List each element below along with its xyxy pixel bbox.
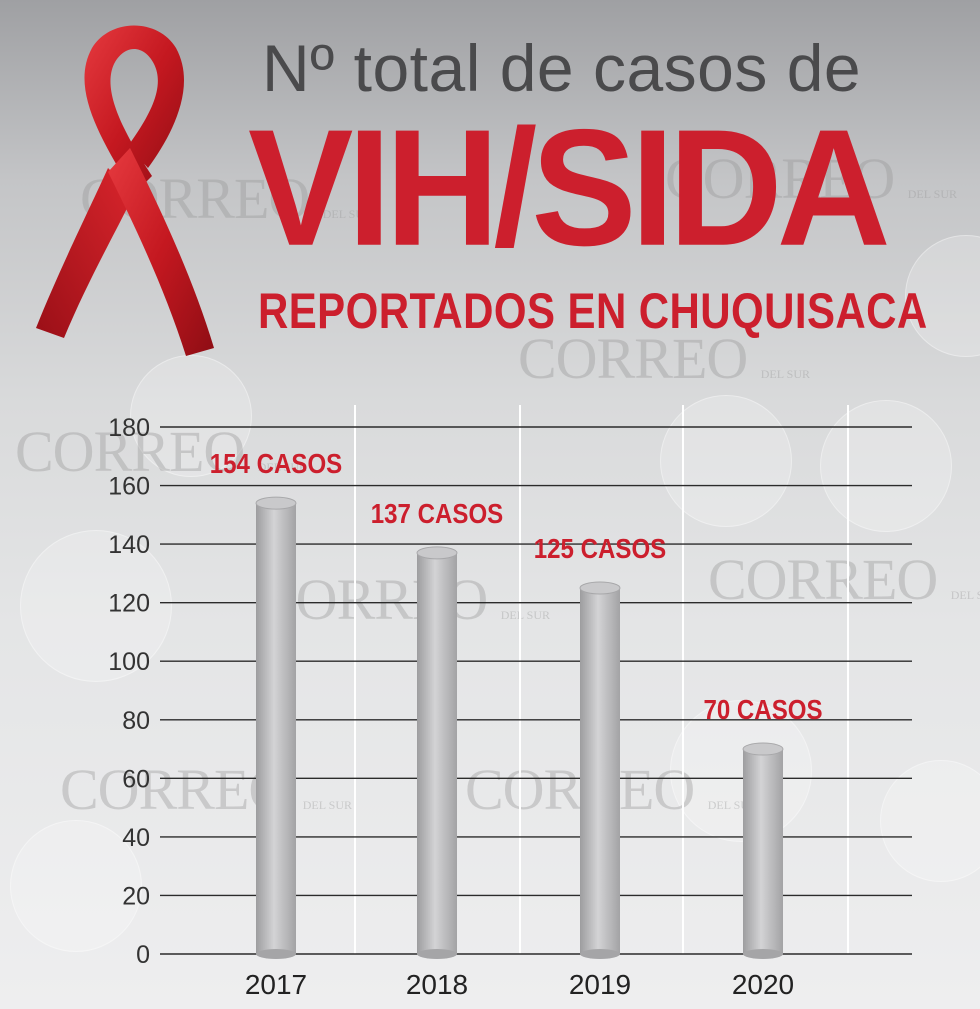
bokeh-circle (820, 400, 952, 532)
bokeh-circle (670, 700, 812, 842)
y-tick-label: 180 (108, 414, 150, 442)
x-tick-label: 2020 (732, 969, 794, 1000)
bar-cap (579, 581, 621, 595)
bar (256, 503, 296, 954)
data-label: 125 CASOS (534, 532, 666, 564)
page-title-main: VIH/SIDA (248, 95, 891, 281)
y-tick-label: 100 (108, 648, 150, 676)
watermark-logo: CORREO DEL SUR (518, 326, 810, 391)
page-subtitle: REPORTADOS EN CHUQUISACA (258, 283, 928, 339)
bokeh-circle (20, 530, 172, 682)
data-label: 70 CASOS (703, 693, 822, 725)
x-tick-label: 2019 (569, 969, 631, 1000)
page-title: Nº total de casos de (262, 31, 862, 105)
y-tick-label: 120 (108, 590, 150, 618)
watermark-logo: CORREO DEL SUR (708, 547, 980, 612)
red-ribbon-icon (36, 25, 214, 356)
y-tick-label: 40 (122, 824, 150, 852)
bokeh-circle (880, 760, 980, 882)
bar (417, 552, 457, 954)
y-tick-label: 20 (122, 882, 150, 910)
bar-base (417, 949, 457, 959)
bar (580, 588, 620, 954)
bar-cap (255, 496, 297, 510)
bar (743, 749, 783, 954)
x-tick-label: 2017 (245, 969, 307, 1000)
watermark-logo: CORREO DEL SUR (15, 419, 307, 484)
bokeh-circle (130, 355, 252, 477)
y-tick-label: 140 (108, 531, 150, 559)
bar-base (580, 949, 620, 959)
y-tick-label: 60 (122, 765, 150, 793)
bokeh-circle (10, 820, 142, 952)
x-tick-label: 2018 (406, 969, 468, 1000)
bar-cap (742, 742, 784, 756)
y-tick-label: 0 (136, 941, 150, 969)
bar-base (743, 949, 783, 959)
data-label: 137 CASOS (371, 497, 503, 529)
y-tick-label: 80 (122, 707, 150, 735)
watermark-logo: CORREO DEL SUR (665, 146, 957, 211)
bar-cap (416, 546, 458, 560)
data-label: 154 CASOS (210, 447, 342, 479)
bar-base (256, 949, 296, 959)
watermark-logo: CORREO DEL SUR (60, 757, 352, 822)
y-tick-label: 160 (108, 473, 150, 501)
